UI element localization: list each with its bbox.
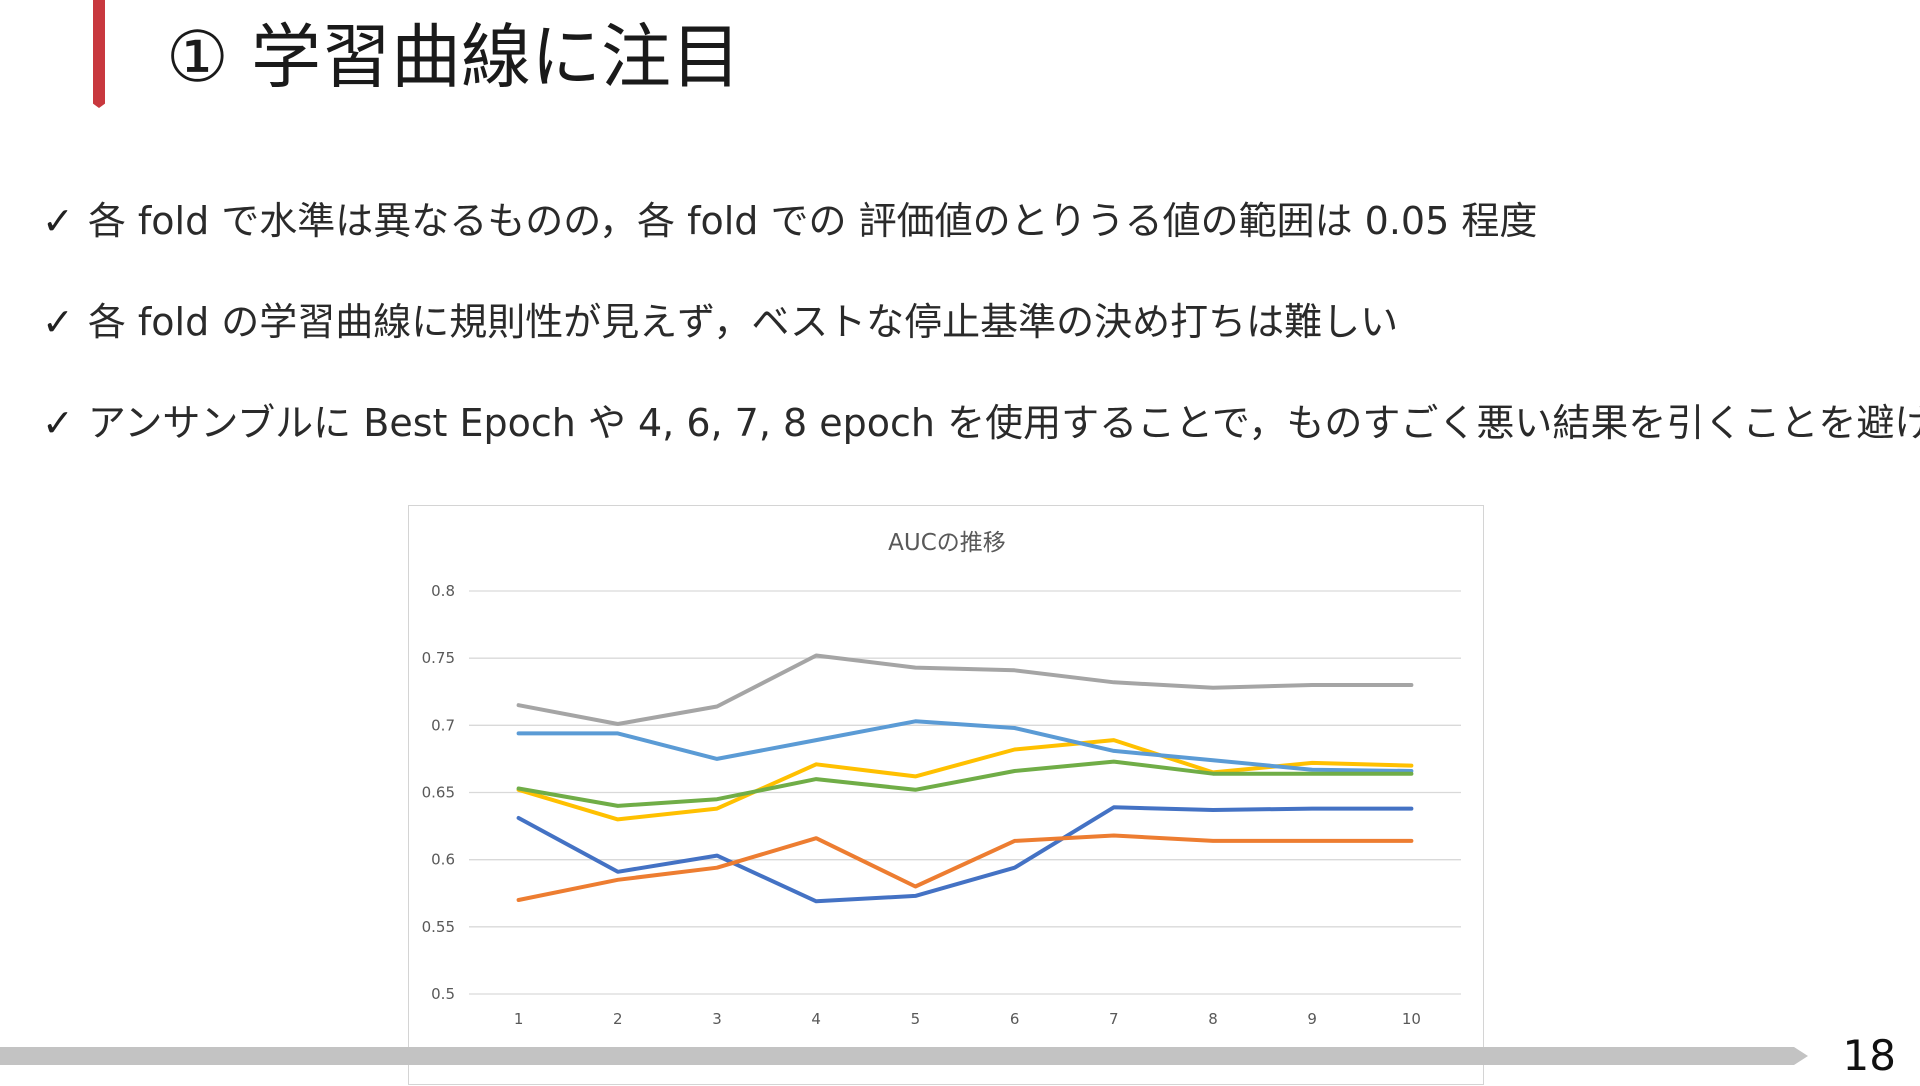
y-tick-label: 0.65 bbox=[422, 784, 455, 802]
check-icon: ✓ bbox=[42, 199, 74, 243]
y-tick-label: 0.8 bbox=[431, 582, 455, 600]
x-tick-label: 7 bbox=[1109, 1010, 1119, 1028]
x-tick-label: 3 bbox=[712, 1010, 722, 1028]
bullet-item: ✓ 各 fold で水準は異なるものの，各 fold での 評価値のとりうる値の範… bbox=[42, 196, 1537, 246]
y-tick-label: 0.6 bbox=[431, 851, 455, 869]
x-tick-label: 4 bbox=[811, 1010, 821, 1028]
x-tick-label: 2 bbox=[613, 1010, 623, 1028]
y-tick-label: 0.7 bbox=[431, 716, 455, 734]
x-tick-label: 9 bbox=[1307, 1010, 1317, 1028]
check-icon: ✓ bbox=[42, 401, 74, 445]
gridlines bbox=[469, 591, 1461, 994]
footer-band bbox=[0, 1047, 1808, 1065]
x-tick-label: 1 bbox=[514, 1010, 524, 1028]
bullet-text: アンサンブルに Best Epoch や 4, 6, 7, 8 epoch を使… bbox=[88, 401, 1920, 445]
x-tick-label: 6 bbox=[1010, 1010, 1020, 1028]
page-title: ① 学習曲線に注目 bbox=[166, 12, 741, 102]
check-icon: ✓ bbox=[42, 300, 74, 344]
chart-canvas: AUCの推移 0.5 0.55 0.6 0.65 0.7 0.75 0.8 1 2 3 4 5 6 7 8… bbox=[409, 506, 1485, 1086]
series-line-fold3_auc bbox=[519, 656, 1412, 725]
y-tick-label: 0.55 bbox=[422, 918, 455, 936]
page-number: 18 bbox=[1843, 1032, 1896, 1080]
x-axis-ticks: 1 2 3 4 5 6 7 8 9 10 bbox=[514, 1010, 1421, 1028]
auc-chart: AUCの推移 0.5 0.55 0.6 0.65 0.7 0.75 0.8 1 2 3 4 5 6 7 8… bbox=[408, 505, 1484, 1085]
series-line-fold1_auc bbox=[519, 807, 1412, 901]
bullet-item: ✓ アンサンブルに Best Epoch や 4, 6, 7, 8 epoch を… bbox=[42, 398, 1920, 448]
x-tick-label: 5 bbox=[911, 1010, 921, 1028]
bullet-text: 各 fold の学習曲線に規則性が見えず，ベストな停止基準の決め打ちは難しい bbox=[88, 300, 1398, 344]
y-tick-label: 0.75 bbox=[422, 649, 455, 667]
title-accent-bar bbox=[93, 0, 105, 108]
bullet-text: 各 fold で水準は異なるものの，各 fold での 評価値のとりうる値の範囲… bbox=[88, 199, 1538, 243]
series-lines bbox=[519, 655, 1412, 901]
bullet-item: ✓ 各 fold の学習曲線に規則性が見えず，ベストな停止基準の決め打ちは難しい bbox=[42, 297, 1398, 347]
chart-title: AUCの推移 bbox=[888, 530, 1006, 556]
x-tick-label: 10 bbox=[1402, 1010, 1421, 1028]
x-tick-label: 8 bbox=[1208, 1010, 1218, 1028]
y-tick-label: 0.5 bbox=[431, 985, 455, 1003]
y-axis-ticks: 0.5 0.55 0.6 0.65 0.7 0.75 0.8 bbox=[422, 582, 455, 1003]
